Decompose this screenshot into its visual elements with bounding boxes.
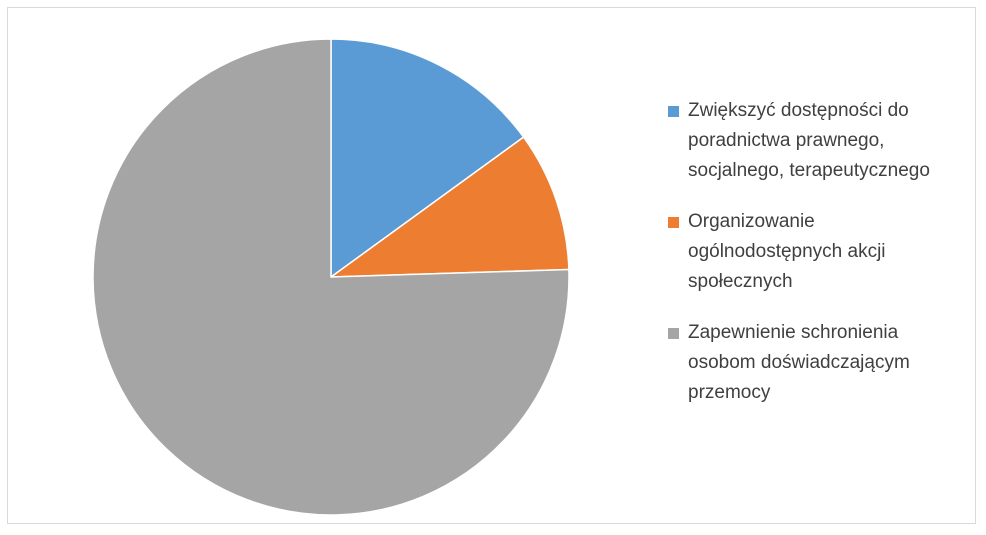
pie-slice xyxy=(330,38,525,279)
legend-label: Zapewnienie schronienia osobom doświadcz… xyxy=(688,322,910,403)
pie-slice xyxy=(92,38,570,516)
legend-item: Zwiększyć dostępności do poradnictwa pra… xyxy=(668,96,968,186)
chart-border xyxy=(7,7,976,524)
legend-swatch xyxy=(668,217,679,228)
legend-label: Zwiększyć dostępności do poradnictwa pra… xyxy=(688,100,930,181)
legend-label: Organizowanie ogólnodostępnych akcji spo… xyxy=(688,211,886,292)
legend-swatch xyxy=(668,328,679,339)
legend: Zwiększyć dostępności do poradnictwa pra… xyxy=(668,96,968,429)
pie-slice xyxy=(328,136,570,278)
legend-swatch xyxy=(668,106,679,117)
legend-item: Organizowanie ogólnodostępnych akcji spo… xyxy=(668,207,968,297)
legend-item: Zapewnienie schronienia osobom doświadcz… xyxy=(668,318,968,408)
